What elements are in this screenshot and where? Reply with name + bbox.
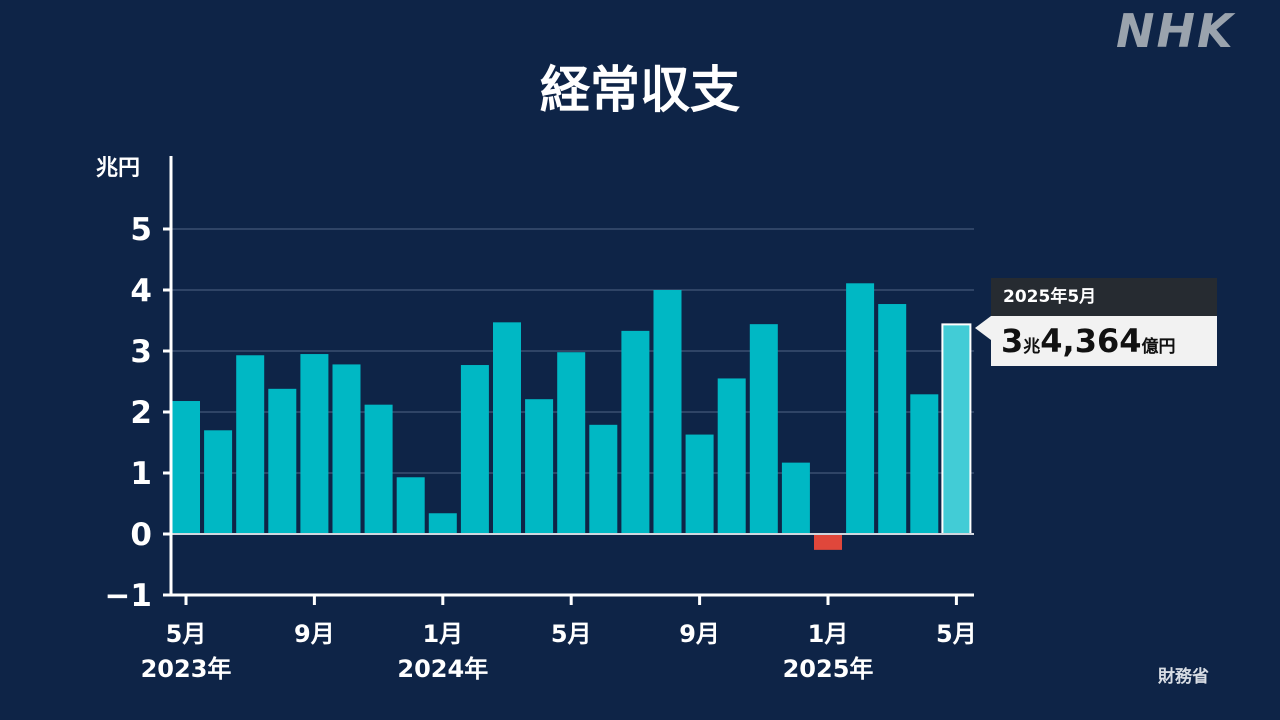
bar xyxy=(525,399,554,534)
bar xyxy=(621,330,650,534)
bar xyxy=(717,378,746,534)
callout-pointer xyxy=(975,316,991,340)
callout-value: 3兆4,364億円 xyxy=(991,316,1217,366)
y-tick-label: 3 xyxy=(130,334,152,370)
x-tick-label-month: 1月 xyxy=(422,620,463,648)
callout-date: 2025年5月 xyxy=(991,278,1217,316)
chart-title: 経常収支 xyxy=(540,61,740,119)
x-tick-label-month: 5月 xyxy=(166,620,207,648)
bar xyxy=(396,477,425,534)
bar xyxy=(364,404,393,534)
bar xyxy=(685,434,714,534)
y-axis-unit-label: 兆円 xyxy=(96,156,141,181)
bar xyxy=(781,462,810,534)
source-label: 財務省 xyxy=(1158,667,1209,687)
bar xyxy=(749,324,778,534)
bar xyxy=(493,322,521,534)
callout-oku-unit: 億円 xyxy=(1141,337,1176,357)
callout-oku-value: 4,364 xyxy=(1040,322,1142,360)
x-tick-label-year: 2024年 xyxy=(397,655,488,683)
bar xyxy=(941,323,972,536)
x-tick-label-month: 5月 xyxy=(936,620,977,648)
y-tick-label: 2 xyxy=(130,395,152,431)
bar xyxy=(332,364,361,534)
x-tick-label-month: 1月 xyxy=(808,620,849,648)
bar xyxy=(653,290,682,534)
y-tick-label: 0 xyxy=(130,517,152,553)
bar xyxy=(300,354,329,534)
latest-value-callout: 2025年5月 3兆4,364億円 xyxy=(975,278,1217,366)
x-tick-label-month: 9月 xyxy=(679,620,720,648)
x-tick-label-month: 5月 xyxy=(551,620,592,648)
callout-trillion-value: 3 xyxy=(1001,322,1024,360)
bar xyxy=(846,283,875,534)
x-tick-label-year: 2023年 xyxy=(141,655,232,683)
bar xyxy=(428,513,457,534)
x-tick-label-month: 9月 xyxy=(294,620,335,648)
bar xyxy=(172,401,200,534)
bar xyxy=(460,365,489,534)
y-tick-label: 5 xyxy=(130,212,152,248)
x-tick-label-year: 2025年 xyxy=(783,655,874,683)
bar xyxy=(268,388,297,534)
bar xyxy=(878,304,907,534)
bar xyxy=(204,430,233,534)
y-tick-label: 1 xyxy=(130,456,152,492)
bar xyxy=(814,534,842,550)
callout-trillion-unit: 兆 xyxy=(1023,337,1041,357)
bar xyxy=(589,424,618,534)
nhk-logo: NHK xyxy=(1116,4,1235,58)
y-tick-label: 4 xyxy=(130,273,152,309)
bar xyxy=(236,355,265,534)
bar xyxy=(910,394,939,534)
y-tick-label: −1 xyxy=(104,578,152,614)
bar xyxy=(557,352,586,534)
